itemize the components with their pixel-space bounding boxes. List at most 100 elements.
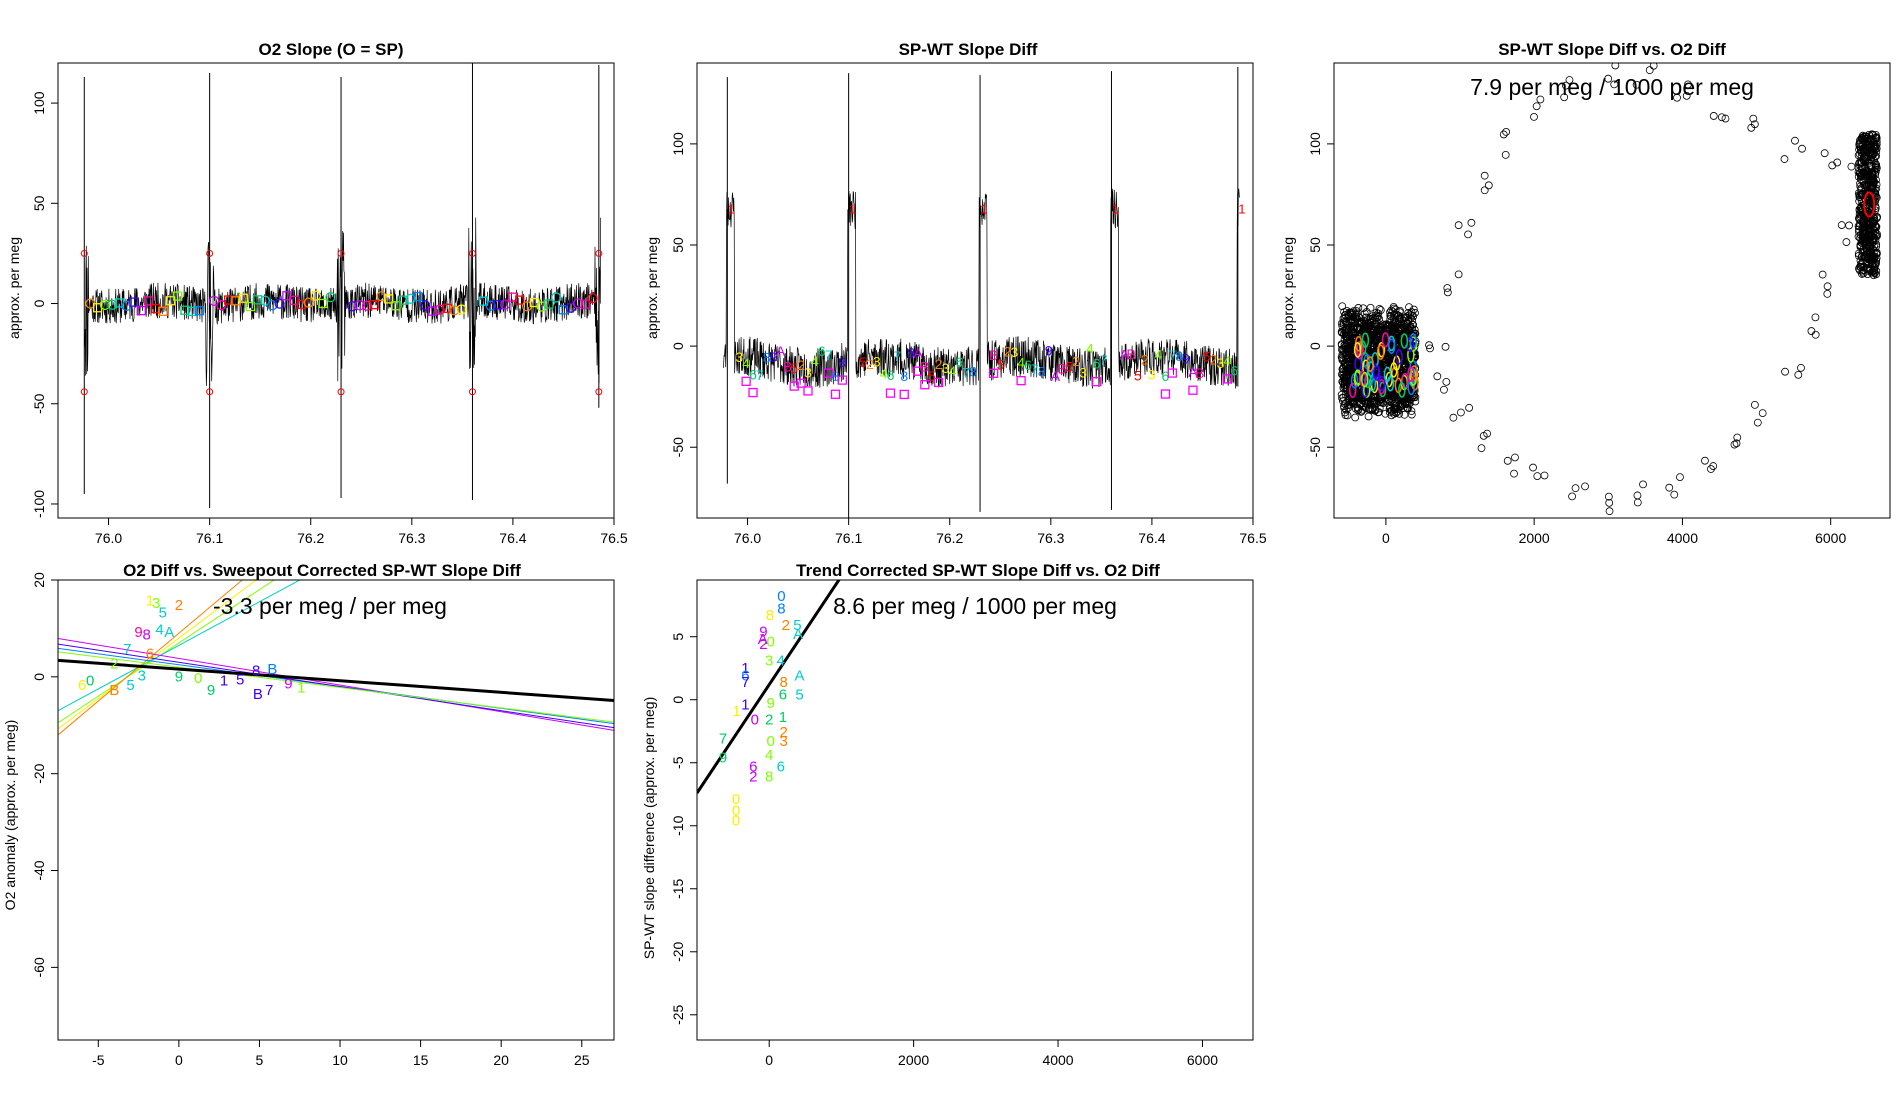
data-marker: B bbox=[783, 358, 792, 374]
data-marker: 5 bbox=[997, 357, 1005, 373]
scatter-point bbox=[1501, 150, 1510, 159]
scatter-point bbox=[1859, 221, 1868, 230]
group-fit-line bbox=[58, 643, 614, 729]
colored-point bbox=[1387, 338, 1396, 355]
scatter-point bbox=[1733, 433, 1742, 442]
data-marker: A bbox=[913, 345, 923, 361]
data-point-label: 6 bbox=[741, 668, 749, 685]
data-marker bbox=[885, 388, 896, 398]
data-point-label: 0 bbox=[86, 672, 94, 689]
colored-point bbox=[1361, 371, 1369, 388]
scatter-point bbox=[1374, 325, 1382, 333]
scatter-point bbox=[1442, 377, 1451, 386]
data-marker: A bbox=[776, 343, 786, 359]
scatter-point bbox=[1376, 306, 1385, 314]
y-tick-label: -50 bbox=[670, 437, 686, 457]
data-point-label: A bbox=[795, 668, 805, 685]
data-point-label: 2 bbox=[110, 655, 118, 672]
data-marker: 9 bbox=[838, 354, 846, 370]
data-marker: 8 bbox=[832, 368, 840, 384]
chart-title: SP-WT Slope Diff vs. O2 Diff bbox=[1498, 40, 1726, 59]
data-marker: 6 bbox=[1093, 355, 1101, 371]
scatter-point bbox=[1373, 312, 1382, 321]
data-point-label: 9 bbox=[175, 668, 183, 685]
y-axis: -25 -20 -15 -10 -5 0 5 bbox=[670, 633, 697, 1025]
y-tick-label: -25 bbox=[670, 1004, 686, 1024]
scatter-point bbox=[1348, 393, 1356, 402]
scatter-point bbox=[1454, 270, 1463, 279]
scatter-point bbox=[1405, 303, 1413, 312]
scatter-point bbox=[1362, 328, 1370, 337]
scatter-point bbox=[1351, 413, 1360, 422]
data-marker bbox=[1222, 374, 1232, 384]
data-point-label: 1 bbox=[741, 660, 749, 677]
scatter-point bbox=[1854, 249, 1863, 258]
x-axis: 76.0 76.1 76.2 76.3 76.4 76.5 bbox=[734, 518, 1267, 546]
spike-marker bbox=[468, 388, 476, 396]
scatter-point bbox=[1369, 314, 1377, 323]
scatter-point bbox=[1872, 180, 1881, 189]
scatter-point bbox=[1389, 315, 1398, 323]
plot-area bbox=[80, 63, 603, 508]
scatter-point bbox=[1794, 370, 1803, 379]
data-marker bbox=[493, 300, 503, 310]
spike-marker bbox=[80, 249, 88, 257]
scatter-point bbox=[1529, 463, 1537, 472]
scatter-point bbox=[1684, 80, 1692, 89]
x-tick-label: 2000 bbox=[898, 1052, 929, 1068]
x-tick-label: 0 bbox=[765, 1052, 773, 1068]
data-marker bbox=[449, 305, 460, 316]
scatter-point bbox=[1366, 314, 1375, 323]
plot-frame bbox=[696, 579, 1254, 1041]
y-tick-label: -5 bbox=[670, 756, 686, 769]
data-marker: 2 bbox=[1141, 352, 1149, 368]
scatter-point bbox=[1868, 130, 1876, 139]
colored-point bbox=[1361, 332, 1370, 348]
x-tick-label: 6000 bbox=[1815, 530, 1846, 546]
data-marker: B bbox=[1195, 365, 1204, 381]
spike-marker bbox=[337, 388, 345, 396]
data-point-label: 3 bbox=[765, 652, 773, 669]
data-marker bbox=[1167, 368, 1177, 378]
scatter-point bbox=[1499, 130, 1508, 139]
scatter-point bbox=[1391, 401, 1400, 410]
scatter-point bbox=[1633, 498, 1642, 507]
scatter-point bbox=[1433, 372, 1442, 381]
colored-point bbox=[1353, 342, 1362, 358]
scatter-point bbox=[1823, 289, 1832, 298]
scatter-point bbox=[1856, 182, 1865, 191]
data-marker bbox=[325, 291, 336, 303]
data-point-label: 4 bbox=[777, 652, 785, 669]
spike-marker bbox=[206, 249, 214, 257]
chart-title: Trend Corrected SP-WT Slope Diff vs. O2 … bbox=[796, 561, 1160, 580]
scatter-point bbox=[1791, 136, 1799, 145]
data-marker: 5 bbox=[928, 368, 936, 384]
data-marker: 9 bbox=[1182, 350, 1190, 366]
data-marker bbox=[796, 378, 806, 388]
data-marker: 6 bbox=[1024, 357, 1032, 373]
scatter-point bbox=[1855, 220, 1864, 228]
data-point-label: 6 bbox=[749, 758, 757, 775]
data-marker bbox=[129, 297, 139, 307]
data-point-label: 5 bbox=[793, 617, 801, 634]
colored-point bbox=[1395, 349, 1403, 365]
scatter-point bbox=[1604, 74, 1613, 83]
scatter-point bbox=[1750, 400, 1759, 409]
y-axis: -50 0 50 100 bbox=[1307, 132, 1334, 457]
scatter-point bbox=[1611, 63, 1620, 70]
data-point-label: 8 bbox=[252, 663, 260, 680]
scatter-point bbox=[1366, 336, 1375, 345]
scatter-point bbox=[1401, 370, 1410, 379]
scatter-point bbox=[1670, 490, 1679, 499]
y-axis-label: O2 anomaly (approx. per meg) bbox=[2, 720, 18, 911]
spike-marker bbox=[337, 249, 345, 257]
scatter-point bbox=[1510, 469, 1518, 478]
y-axis-label: SP-WT slope difference (approx. per meg) bbox=[641, 697, 657, 960]
data-point-label: 9 bbox=[719, 749, 727, 766]
data-marker bbox=[1160, 389, 1171, 399]
scatter-point bbox=[1857, 163, 1866, 171]
scatter-point bbox=[1397, 392, 1405, 401]
data-marker bbox=[180, 305, 190, 315]
data-point-label: 9 bbox=[134, 624, 142, 641]
data-marker: 3 bbox=[942, 360, 950, 376]
